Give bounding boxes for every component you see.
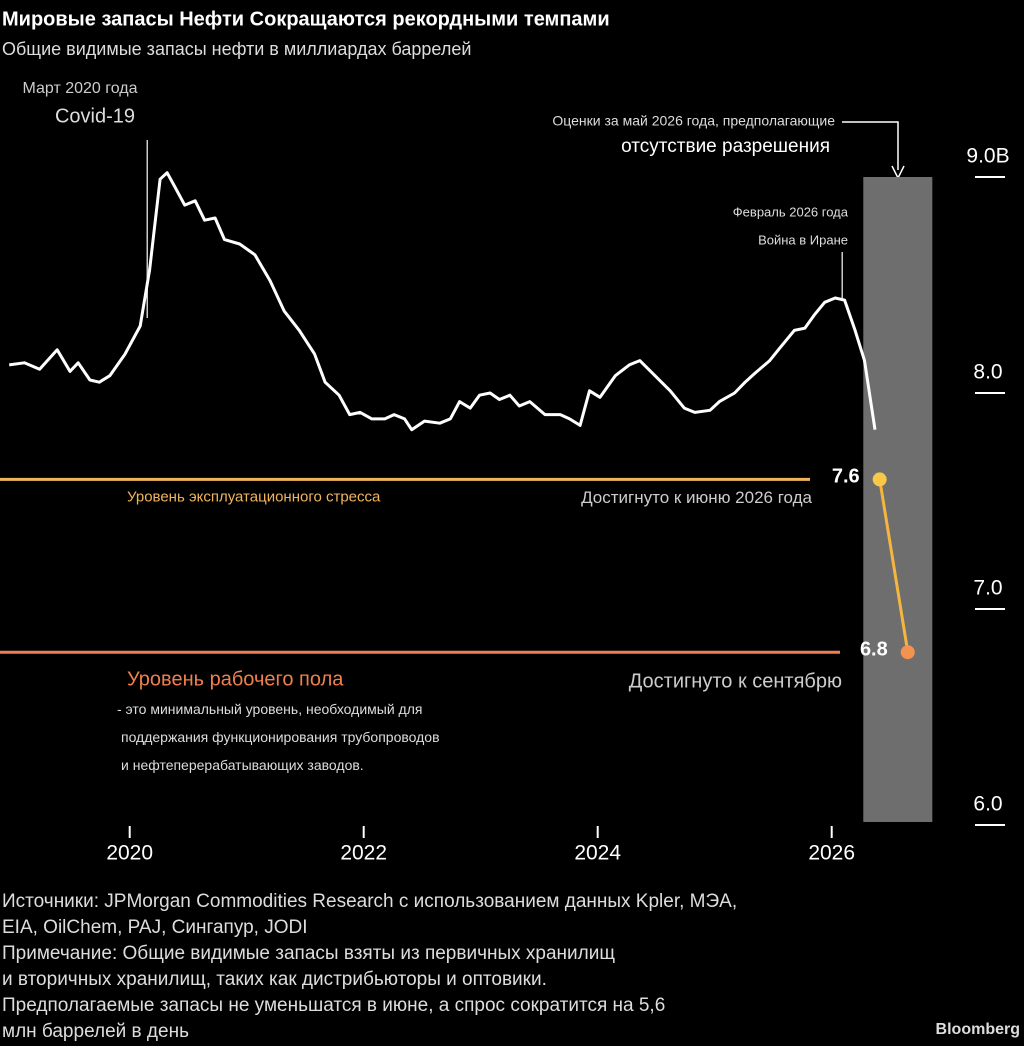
data-label: 6.8	[860, 638, 888, 660]
reference-label: Уровень рабочего пола	[127, 668, 344, 690]
x-tick-label: 2020	[106, 842, 153, 865]
source-note: Примечание: Общие видимые запасы взяты и…	[2, 943, 615, 964]
source-note: млн баррелей в день	[2, 1021, 189, 1042]
reference-note: Достигнуто к сентябрю	[629, 670, 842, 692]
annotation-text: Covid-19	[55, 105, 135, 127]
reference-description: и нефтеперерабатывающих заводов.	[121, 757, 364, 773]
y-tick-label: 6.0	[973, 793, 1002, 816]
annotation-arrow	[842, 121, 899, 170]
y-tick-label: 8.0	[973, 361, 1002, 384]
y-tick-label: 7.0	[973, 577, 1002, 600]
annotation-text: Война в Иране	[758, 232, 848, 247]
x-tick-label: 2022	[340, 842, 387, 865]
credit: Bloomberg	[936, 1021, 1020, 1038]
reference-description: поддержания функционирования трубопровод…	[121, 729, 440, 745]
reference-note: Достигнуто к июню 2026 года	[581, 488, 812, 507]
projection-band	[863, 177, 933, 822]
source-note: EIA, OilChem, PAJ, Сингапур, JODI	[2, 917, 308, 938]
chart-subtitle: Общие видимые запасы нефти в миллиардах …	[2, 39, 471, 59]
reference-label: Уровень эксплуатационного стресса	[127, 488, 381, 505]
source-note: Источники: JPMorgan Commodities Research…	[2, 891, 737, 912]
source-note: Предполагаемые запасы не уменьшатся в ию…	[2, 995, 665, 1016]
data-point	[872, 472, 887, 487]
source-note: и вторичных хранилищ, таких как дистрибь…	[2, 969, 547, 990]
annotation-text: Февраль 2026 года	[733, 204, 849, 219]
annotation-text: отсутствие разрешения	[621, 136, 830, 157]
x-tick-label: 2024	[574, 842, 621, 865]
y-tick-label: 9.0B	[966, 145, 1009, 168]
x-tick-label: 2026	[808, 842, 855, 865]
data-point	[900, 645, 915, 660]
annotation-text: Оценки за май 2026 года, предполагающие	[552, 113, 835, 129]
series-line	[8, 171, 877, 432]
data-label: 7.6	[832, 466, 860, 488]
reference-description: - это минимальный уровень, необходимый д…	[117, 701, 422, 717]
chart-title: Мировые запасы Нефти Сокращаются рекордн…	[2, 8, 610, 30]
annotation-text: Март 2020 года	[22, 80, 137, 97]
series-line	[878, 479, 910, 653]
